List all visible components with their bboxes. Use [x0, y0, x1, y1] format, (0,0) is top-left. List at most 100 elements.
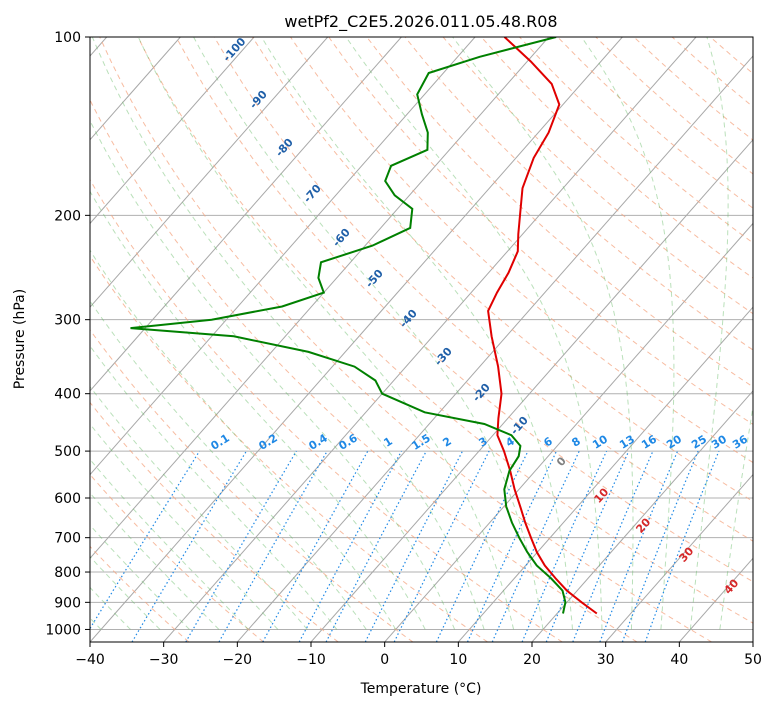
isotherm-line [90, 37, 623, 642]
x-tick-label: 0 [380, 652, 389, 668]
dry-adiabat-line [137, 37, 753, 624]
dry-adiabat-label: -80 [273, 136, 296, 160]
moist-adiabat-line [261, 37, 573, 630]
x-axis: −40 −30 −20 −10 0 10 20 30 40 50 [75, 642, 762, 668]
isotherm-line [457, 306, 753, 642]
y-tick-label: 500 [54, 444, 81, 460]
mixing-ratio-label: 4 [503, 434, 517, 449]
mixing-ratio-line [435, 450, 529, 642]
mixing-ratio-line [298, 450, 403, 642]
y-tick-label: 600 [54, 491, 81, 507]
y-tick-label: 900 [54, 595, 81, 611]
y-axis-label: Pressure (hPa) [12, 289, 28, 389]
isotherm-line [90, 37, 181, 141]
mixing-ratio-line [621, 450, 699, 642]
mixing-ratio-label: 20 [664, 432, 684, 451]
isotherm-line [384, 222, 753, 642]
x-tick-label: −20 [223, 652, 253, 668]
moist-adiabat-line [90, 190, 426, 630]
y-tick-label: 700 [54, 531, 81, 547]
dry-adiabat-label: -90 [247, 88, 270, 112]
dry-adiabat-line [213, 37, 753, 542]
mixing-ratio-label: 2 [440, 435, 453, 450]
dry-adiabat-line [99, 37, 712, 642]
isotherm-line [752, 641, 753, 642]
x-tick-label: 30 [597, 652, 615, 668]
isotherm-line [90, 37, 476, 476]
moist-adiabat-line [137, 37, 515, 630]
y-tick-label: 300 [54, 313, 81, 329]
mixing-ratio-lines [90, 450, 720, 642]
mixing-ratio-label: 8 [569, 435, 582, 450]
mixing-ratio-label: 0.1 [208, 431, 231, 452]
dry-adiabat-label: -40 [397, 307, 420, 331]
mixing-ratio-label: 13 [617, 433, 637, 452]
mixing-ratio-line [262, 450, 369, 642]
mixing-ratio-line [325, 450, 427, 642]
x-tick-label: −40 [75, 652, 105, 668]
moist-adiabat-line [90, 555, 161, 630]
dry-adiabat-label: -60 [330, 226, 353, 250]
mixing-ratio-line [90, 450, 201, 630]
isotherm-line [90, 37, 255, 225]
moist-adiabat-line [90, 345, 338, 630]
dry-adiabat-line [90, 178, 563, 642]
mixing-ratio-label: 1 [381, 435, 394, 450]
y-tick-label: 1000 [45, 622, 81, 638]
x-tick-label: 20 [523, 652, 541, 668]
mixing-ratio-line [491, 450, 580, 642]
dry-adiabat-label: -20 [470, 381, 493, 405]
x-axis-label: Temperature (°C) [360, 681, 482, 697]
dry-adiabat-label: -30 [432, 345, 455, 369]
moist-adiabat-line [90, 492, 220, 630]
mixing-ratio-line [545, 450, 630, 642]
dry-adiabat-line [519, 37, 753, 244]
dry-adiabat-line [90, 473, 264, 642]
isotherm-line [90, 37, 329, 308]
x-tick-label: 40 [670, 652, 688, 668]
dry-adiabat-line [251, 37, 753, 503]
isotherm-line [90, 37, 402, 392]
moist-adiabat-line [90, 458, 249, 630]
mixing-ratio-line [364, 450, 464, 642]
isotherm-line [310, 138, 753, 642]
dewpoint-profile-line [130, 37, 567, 614]
mixing-ratio-line [393, 450, 490, 642]
dry-adiabat-line [480, 37, 753, 279]
mixing-ratio-label: 6 [541, 434, 555, 449]
moist-adiabat-line [90, 119, 456, 630]
mixing-ratio-label: 10 [590, 432, 610, 451]
moist-adiabat-line [452, 37, 634, 630]
plot-frame [89, 36, 754, 643]
moist-adiabat-line [689, 37, 729, 630]
isotherm-line [163, 37, 697, 642]
moist-adiabat-label: 30 [676, 544, 696, 564]
moist-adiabat-line [345, 37, 603, 630]
mixing-ratio-line [644, 450, 720, 642]
y-tick-label: 800 [54, 565, 81, 581]
moist-adiabat-line [91, 37, 485, 630]
mixing-ratio-line [218, 450, 328, 642]
isotherm-line [90, 37, 550, 560]
temperature-profile-line [487, 37, 598, 615]
mixing-ratio-line [521, 450, 608, 642]
series-layer [130, 37, 598, 615]
x-tick-label: 50 [744, 652, 762, 668]
dry-adiabat-line [442, 37, 753, 315]
moist-adiabat-line [193, 37, 544, 630]
mixing-ratio-label: 36 [730, 432, 750, 451]
mixing-ratio-label: 25 [689, 433, 709, 452]
dry-adiabat-line [90, 255, 488, 642]
moist-adiabat-line [719, 403, 753, 630]
dry-adiabat-line [90, 98, 638, 642]
x-tick-label: 10 [449, 652, 467, 668]
grid [90, 37, 753, 642]
mixing-ratio-label: 0.6 [336, 431, 360, 453]
moist-adiabat-line [90, 385, 308, 630]
y-tick-label: 200 [54, 208, 81, 224]
mixing-ratio-label: 3 [476, 435, 489, 450]
dry-adiabat-line [709, 37, 753, 75]
moist-adiabats [90, 37, 753, 630]
dry-adiabat-line [90, 545, 190, 642]
